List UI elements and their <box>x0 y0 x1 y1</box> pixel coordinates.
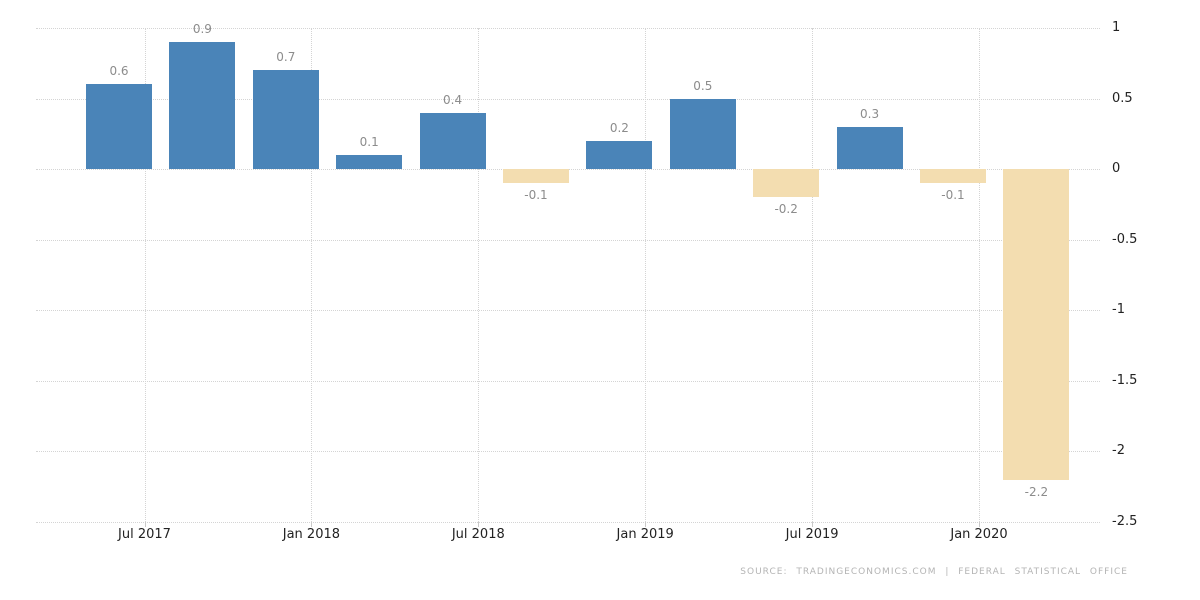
bar-q3-2017 <box>169 42 236 170</box>
y-axis-label: 1 <box>1112 20 1121 35</box>
bar-value-label: 0.7 <box>276 50 296 65</box>
bar-value-label: 0.5 <box>693 78 713 93</box>
v-gridline <box>979 28 980 522</box>
bar-value-label: 0.2 <box>609 120 629 135</box>
x-axis-label: Jan 2019 <box>616 527 674 542</box>
h-gridline <box>36 380 1100 382</box>
h-gridline <box>36 451 1100 453</box>
x-axis-tick <box>311 522 313 527</box>
y-axis-label: -2.5 <box>1112 514 1138 529</box>
bar-value-label: 0.9 <box>192 22 212 37</box>
bar-value-label: 0.3 <box>860 106 880 121</box>
bar-q4-2018 <box>586 140 653 170</box>
x-axis-tick <box>478 522 480 527</box>
bar-q1-2020 <box>1003 169 1070 480</box>
h-gridline <box>36 239 1100 241</box>
y-axis-label: -1.5 <box>1112 372 1138 388</box>
bar-value-label: -0.1 <box>941 188 965 203</box>
bar-q2-2019 <box>753 169 820 198</box>
x-axis-label: Jan 2018 <box>282 527 341 542</box>
h-gridline <box>36 98 1100 100</box>
bar-q1-2018 <box>336 155 403 170</box>
bar-value-label: 0.1 <box>359 135 379 150</box>
h-gridline <box>36 28 1100 29</box>
x-axis-label: Jul 2017 <box>118 527 171 542</box>
bar-q4-2017 <box>252 70 319 170</box>
h-gridline <box>36 522 1100 523</box>
bar-q1-2019 <box>669 98 736 170</box>
x-axis-tick <box>812 522 814 527</box>
x-axis-label: Jul 2019 <box>785 527 839 542</box>
v-gridline <box>144 28 146 522</box>
bar-value-label: -0.1 <box>524 188 548 203</box>
source-attribution: SOURCE: TRADINGECONOMICS.COM | FEDERAL S… <box>740 567 1128 577</box>
v-gridline <box>311 28 313 522</box>
x-axis-label: Jul 2018 <box>451 527 505 542</box>
bar-value-label: 0.4 <box>443 92 463 107</box>
x-axis-tick <box>144 522 146 527</box>
bar-q2-2017 <box>86 84 152 170</box>
bar-value-label: -2.2 <box>1024 484 1049 499</box>
bar-q3-2019 <box>836 126 903 170</box>
y-axis-label: -0.5 <box>1112 231 1138 247</box>
x-axis-tick <box>979 522 980 527</box>
y-axis-label: -2 <box>1112 443 1125 459</box>
v-gridline <box>645 28 647 522</box>
bar-value-label: 0.6 <box>109 64 129 79</box>
bar-value-label: -0.2 <box>774 202 798 217</box>
x-axis-label: Jan 2020 <box>950 527 1008 542</box>
y-axis-label: 0.5 <box>1112 90 1133 106</box>
v-gridline <box>478 28 480 522</box>
v-gridline <box>812 28 814 522</box>
bar-q2-2018 <box>419 112 486 170</box>
bar-q4-2019 <box>920 169 986 184</box>
x-axis-tick <box>645 522 647 527</box>
y-axis-label: -1 <box>1112 302 1125 318</box>
h-gridline <box>36 310 1100 312</box>
bar-q3-2018 <box>503 169 569 184</box>
y-axis-label: 0 <box>1112 161 1121 177</box>
